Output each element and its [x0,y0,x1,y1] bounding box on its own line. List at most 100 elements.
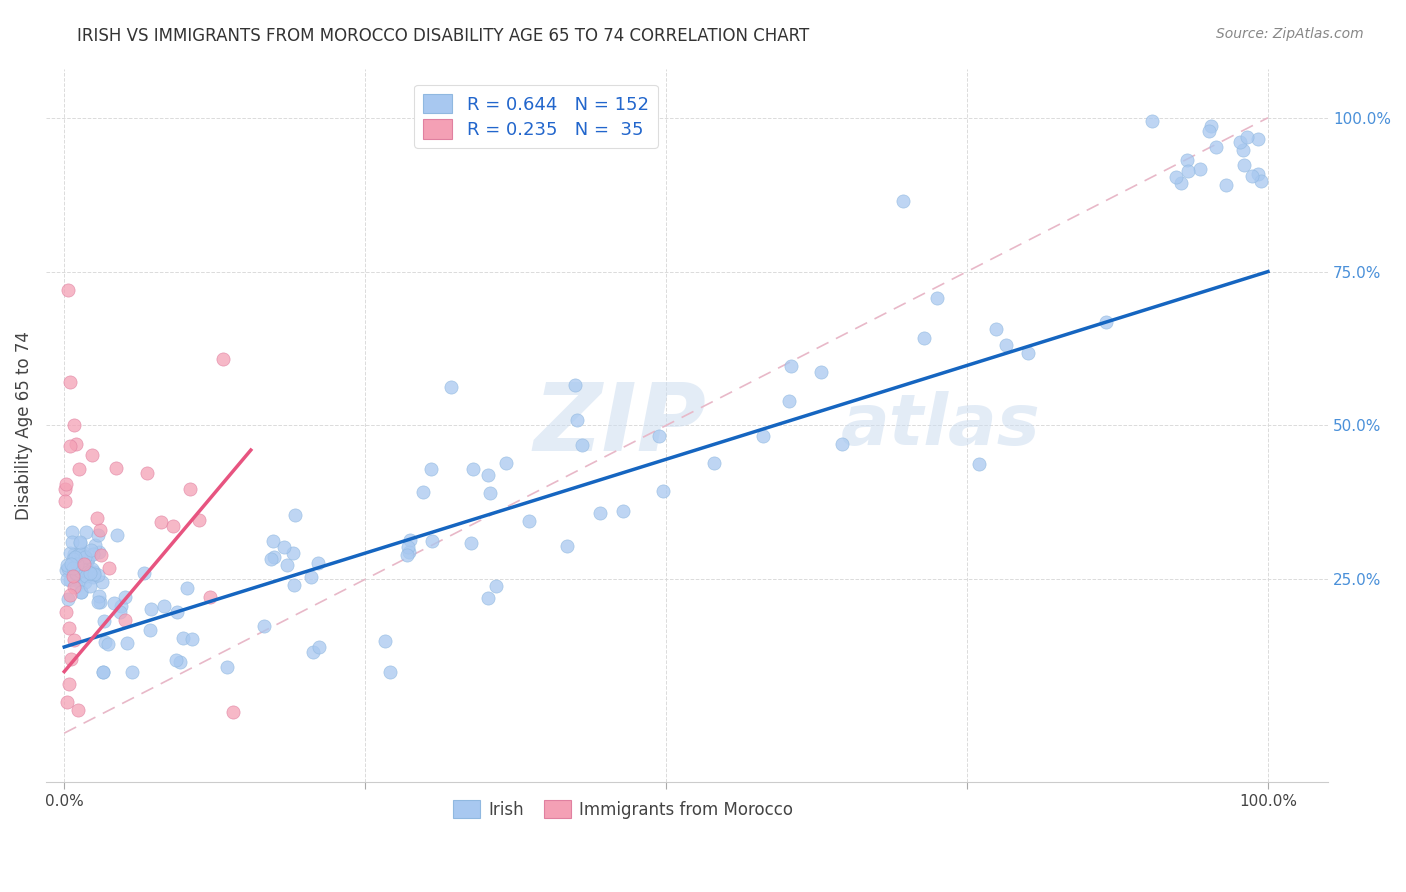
Point [59,557,82,571]
Point [62,632,84,647]
Point [564,378,586,392]
Point [63,547,86,561]
Text: Source: ZipAtlas.com: Source: ZipAtlas.com [1216,27,1364,41]
Point [378,665,401,679]
Point [752,429,775,443]
Point [79,566,101,580]
Point [399,533,422,547]
Point [927,291,949,305]
Point [82,448,104,462]
Point [59,573,82,587]
Point [59,376,82,390]
Point [1215,178,1237,192]
Point [517,514,540,528]
Point [70,585,93,599]
Point [1205,140,1227,154]
Point [67,461,90,475]
Point [69,535,91,549]
Point [69,535,91,549]
Point [66,548,89,562]
Point [63,580,86,594]
Point [65,566,87,581]
Point [136,467,159,481]
Point [70,584,93,599]
Point [1199,120,1222,134]
Point [138,623,160,637]
Point [485,579,508,593]
Point [440,380,463,394]
Point [1247,132,1270,146]
Point [73,563,96,577]
Point [65,578,87,592]
Point [60,652,83,666]
Point [66,572,89,586]
Point [89,523,111,537]
Point [65,566,87,581]
Point [1095,315,1118,329]
Point [893,194,915,209]
Point [82,548,104,562]
Point [420,533,443,548]
Point [648,429,671,443]
Point [67,575,90,590]
Point [1140,113,1163,128]
Point [66,558,89,572]
Point [1236,129,1258,144]
Point [87,595,110,609]
Point [93,634,115,648]
Point [1170,176,1192,190]
Point [260,552,283,566]
Point [83,538,105,552]
Text: IRISH VS IMMIGRANTS FROM MOROCCO DISABILITY AGE 65 TO 74 CORRELATION CHART: IRISH VS IMMIGRANTS FROM MOROCCO DISABIL… [77,27,810,45]
Point [73,546,96,560]
Point [105,528,128,542]
Point [69,564,91,578]
Point [1233,158,1256,172]
Point [114,591,136,605]
Point [967,458,990,472]
Point [103,596,125,610]
Point [495,456,517,470]
Point [91,665,114,679]
Point [198,590,221,604]
Point [114,613,136,627]
Point [97,637,120,651]
Point [62,551,84,566]
Point [86,511,108,525]
Point [70,549,93,563]
Point [166,605,188,619]
Point [412,485,434,500]
Legend: Irish, Immigrants from Morocco: Irish, Immigrants from Morocco [447,793,800,825]
Point [589,506,612,520]
Point [79,579,101,593]
Point [479,486,502,500]
Point [1017,345,1039,359]
Point [276,558,298,572]
Point [77,552,100,566]
Point [87,545,110,559]
Point [780,359,803,374]
Point [263,549,285,564]
Point [87,589,110,603]
Point [211,351,233,366]
Point [82,569,104,583]
Point [121,665,143,679]
Point [63,562,86,576]
Point [55,695,77,709]
Point [90,548,112,562]
Point [612,503,634,517]
Point [396,541,419,555]
Point [55,605,77,619]
Point [398,545,420,559]
Point [91,665,114,679]
Point [76,554,98,568]
Point [63,549,86,564]
Point [307,556,329,570]
Point [1247,167,1270,181]
Point [188,513,211,527]
Y-axis label: Disability Age 65 to 74: Disability Age 65 to 74 [15,331,32,520]
Point [253,619,276,633]
Point [66,702,89,716]
Point [463,462,485,476]
Point [176,581,198,595]
